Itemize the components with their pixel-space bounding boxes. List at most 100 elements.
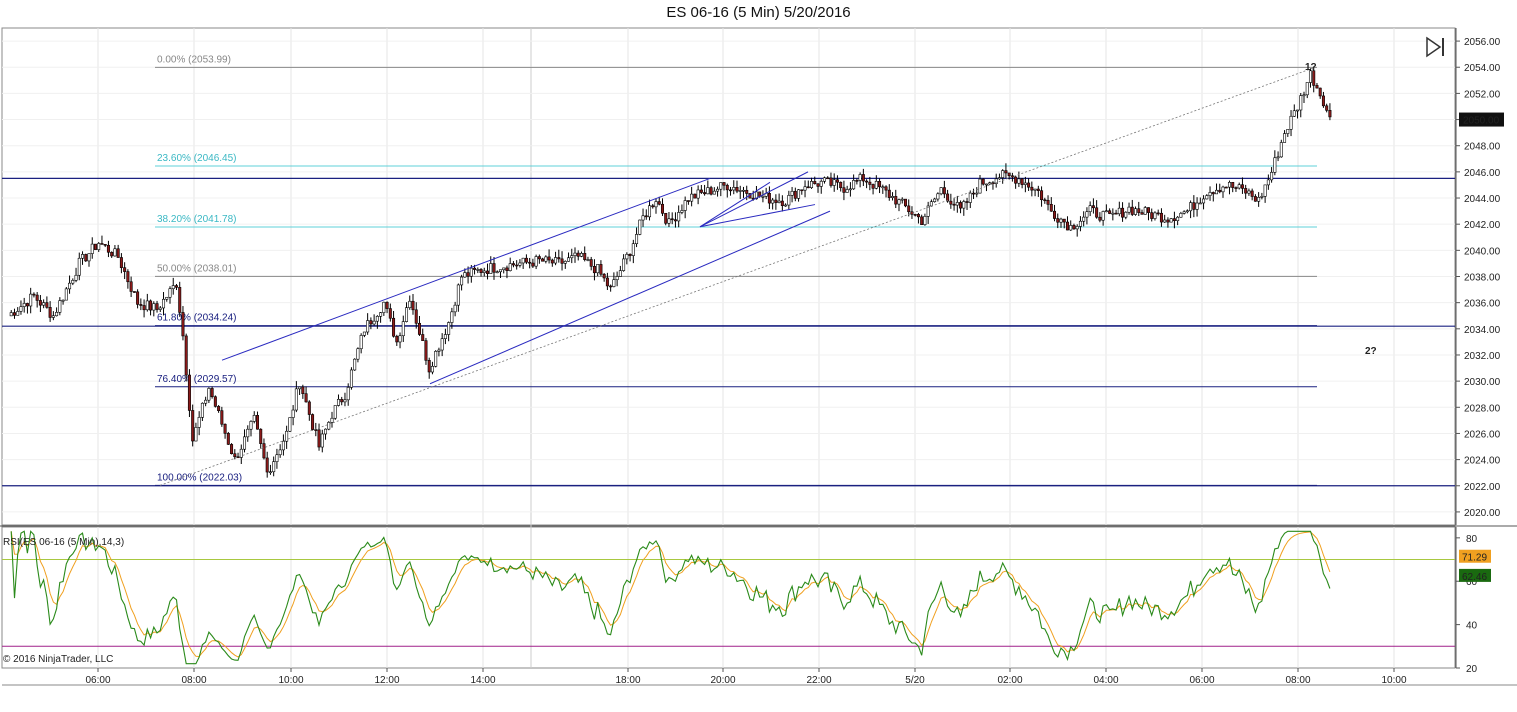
fib-level-label: 76.40% (2029.57) — [157, 374, 237, 385]
candle-body — [891, 196, 895, 198]
candle-body — [1153, 212, 1157, 219]
candle-body — [1185, 210, 1189, 213]
candle-body — [1240, 184, 1244, 189]
candle-body — [1010, 175, 1014, 178]
candle-body — [294, 388, 298, 411]
candle-body — [1172, 218, 1176, 221]
channel-upper-line — [221, 177, 711, 361]
candle-body — [563, 260, 567, 264]
candle-body — [638, 219, 642, 235]
candle-body — [226, 433, 230, 445]
candle-body — [243, 436, 247, 450]
x-tick-label: 06:00 — [1189, 675, 1214, 686]
candle-body — [829, 177, 833, 186]
candle-body — [369, 320, 373, 325]
candle-body — [554, 257, 558, 264]
candle-body — [1036, 188, 1040, 191]
x-tick-label: 08:00 — [181, 675, 206, 686]
y-tick-label: 2036.00 — [1464, 299, 1501, 310]
candle-body — [693, 193, 697, 199]
candle-body — [249, 421, 253, 430]
candle-body — [372, 320, 376, 325]
candle-body — [262, 443, 266, 459]
candle-body — [1134, 208, 1138, 215]
candle-body — [1211, 192, 1215, 195]
candle-body — [550, 259, 554, 264]
candle-body — [223, 423, 227, 434]
candle-body — [210, 388, 214, 398]
candle-body — [482, 270, 486, 273]
candle-body — [174, 285, 178, 288]
candle-body — [398, 335, 402, 343]
y-tick-label: 2020.00 — [1464, 508, 1501, 519]
candle-body — [767, 193, 771, 204]
candle-body — [1114, 212, 1118, 215]
candle-body — [1325, 105, 1329, 111]
candle-body — [929, 201, 933, 207]
candle-body — [116, 248, 120, 258]
candle-body — [463, 272, 467, 278]
skip-to-end-icon[interactable] — [1424, 36, 1448, 58]
candle-body — [845, 189, 849, 193]
candle-body — [272, 461, 276, 473]
candle-body — [670, 218, 674, 221]
candle-body — [486, 270, 490, 274]
candle-body — [557, 257, 561, 260]
x-tick-label: 12:00 — [374, 675, 399, 686]
rsi-average-marker — [1459, 549, 1491, 563]
candle-body — [622, 258, 626, 271]
candle-body — [349, 369, 353, 388]
candle-body — [680, 210, 684, 213]
candle-body — [884, 186, 888, 191]
candle-body — [291, 409, 295, 418]
rsi-y-tick-label: 40 — [1466, 621, 1478, 632]
candle-body — [1315, 85, 1319, 89]
candle-body — [1059, 218, 1063, 223]
candle-body — [84, 254, 88, 262]
candle-body — [618, 270, 622, 277]
candle-body — [761, 196, 765, 198]
candle-body — [1250, 190, 1254, 197]
candle-body — [534, 256, 538, 267]
candle-body — [187, 374, 191, 411]
rsi-y-tick-label: 80 — [1466, 534, 1478, 545]
candle-body — [48, 307, 52, 318]
candle-body — [952, 203, 956, 206]
candle-body — [77, 257, 81, 276]
candle-body — [32, 293, 36, 296]
candle-body — [450, 311, 454, 323]
x-tick-label: 08:00 — [1285, 675, 1310, 686]
candle-body — [887, 189, 891, 198]
x-tick-label: 14:00 — [470, 675, 495, 686]
candle-body — [178, 287, 182, 313]
candle-body — [81, 254, 85, 259]
candle-body — [900, 198, 904, 201]
candle-body — [615, 276, 619, 281]
candle-body — [696, 189, 700, 199]
candle-body — [712, 190, 716, 195]
candle-body — [660, 203, 664, 214]
y-tick-label: 2044.00 — [1464, 194, 1501, 205]
candle-body — [926, 205, 930, 217]
candle-body — [628, 253, 632, 256]
candle-body — [51, 315, 55, 318]
candle-body — [1182, 211, 1186, 214]
candle-body — [1221, 186, 1225, 193]
rsi-indicator-label: RSI(ES 06-16 (5 Min),14,3) — [3, 537, 125, 548]
candle-body — [1072, 225, 1076, 230]
candle-body — [1266, 179, 1270, 186]
candle-body — [975, 192, 979, 195]
candle-body — [579, 252, 583, 257]
candle-body — [132, 291, 136, 293]
candle-body — [113, 248, 117, 257]
candle-body — [777, 200, 781, 203]
candle-body — [690, 193, 694, 202]
candle-body — [972, 192, 976, 195]
chart-title: ES 06-16 (5 Min) 5/20/2016 — [666, 4, 851, 21]
wave-2-annotation: 2? — [1365, 346, 1377, 357]
candle-body — [813, 181, 817, 185]
candle-body — [780, 200, 784, 207]
candle-body — [511, 263, 515, 266]
candle-body — [12, 312, 16, 316]
